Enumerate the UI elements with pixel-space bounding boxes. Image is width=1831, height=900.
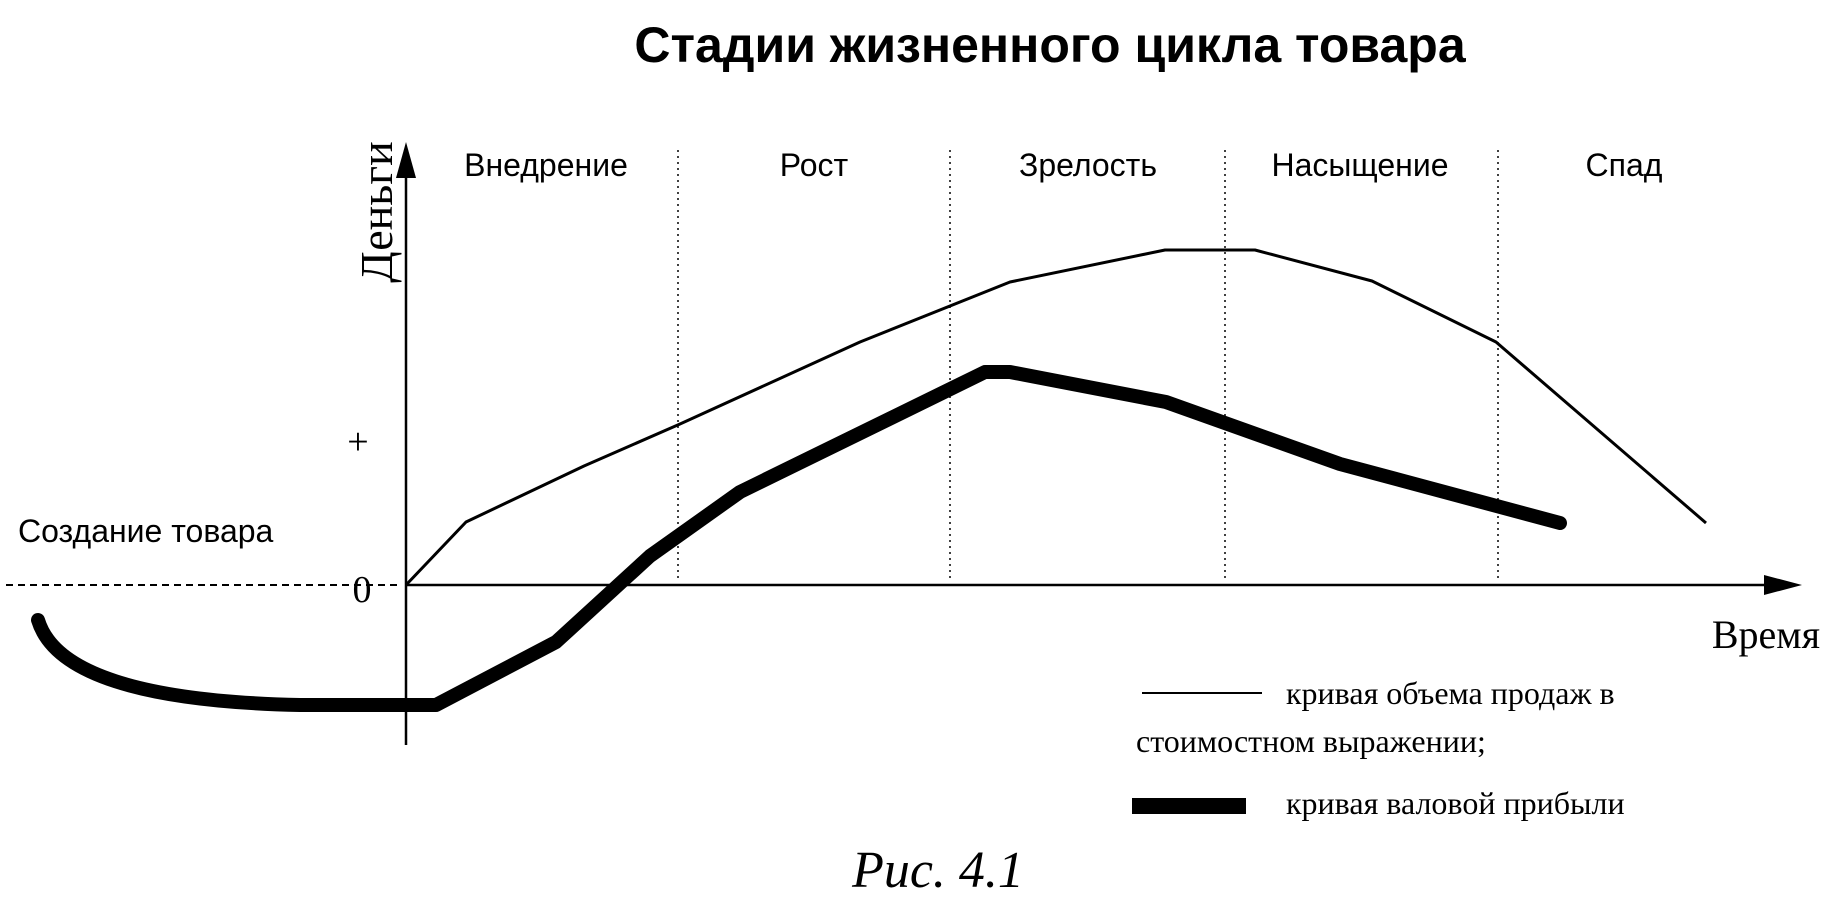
figure-caption: Рис. 4.1 (851, 842, 1024, 899)
pre-stage-label: Создание товара (18, 513, 274, 549)
stage-label-decline: Спад (1586, 147, 1663, 183)
stage-label-introduction: Внедрение (464, 147, 628, 183)
plus-mark: + (347, 421, 368, 463)
legend-label-profit: кривая валовой прибыли (1286, 785, 1625, 821)
legend: кривая объема продаж в стоимостном выраж… (1132, 675, 1625, 821)
y-axis-arrowhead (396, 142, 416, 178)
stage-labels: Внедрение Рост Зрелость Насыщение Спад (464, 147, 1663, 183)
x-axis-arrowhead (1764, 575, 1802, 595)
zero-mark: 0 (353, 569, 372, 611)
sales-volume-curve (404, 248, 1707, 587)
y-axis-label: Деньги (351, 141, 402, 282)
legend-label-sales-line1: кривая объема продаж в (1286, 675, 1615, 711)
gross-profit-curve (31, 365, 1567, 712)
diagram-title: Стадии жизненного цикла товара (634, 17, 1466, 73)
stage-label-maturity: Зрелость (1019, 147, 1157, 183)
stage-label-growth: Рост (780, 147, 849, 183)
legend-label-sales-line2: стоимостном выражении; (1136, 723, 1486, 759)
stage-dividers (677, 150, 1499, 578)
stage-label-saturation: Насыщение (1271, 147, 1448, 183)
axes (404, 172, 1772, 745)
x-axis-label: Время (1712, 612, 1820, 657)
